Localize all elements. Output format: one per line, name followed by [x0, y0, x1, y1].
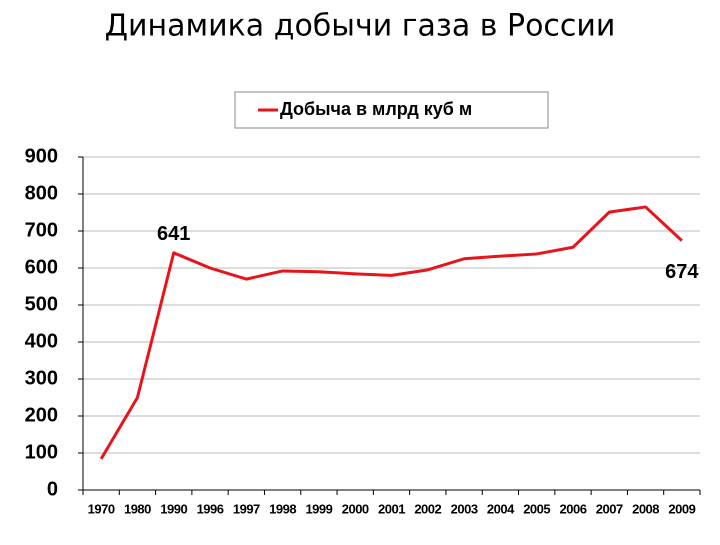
- x-tick-label: 1980: [124, 501, 151, 516]
- x-tick-label: 2006: [560, 501, 587, 516]
- y-tick-label: 200: [25, 404, 58, 426]
- data-label: 641: [157, 223, 190, 245]
- x-tick-label: 2003: [451, 501, 478, 516]
- x-tick-label: 2008: [632, 501, 659, 516]
- x-tick-label: 1997: [233, 501, 260, 516]
- y-tick-label: 0: [47, 478, 58, 500]
- x-tick-label: 1999: [305, 501, 332, 516]
- y-tick-label: 900: [25, 145, 58, 167]
- line: [99, 205, 683, 460]
- y-tick-label: 300: [25, 367, 58, 389]
- x-tick-label: 2009: [668, 501, 695, 516]
- y-tick-label: 500: [25, 293, 58, 315]
- x-tick-label: 1970: [88, 501, 115, 516]
- y-tick-label: 400: [25, 330, 58, 352]
- x-tick-label: 2001: [378, 501, 405, 516]
- y-tick-label: 100: [25, 441, 58, 463]
- x-tick-label: 2005: [523, 501, 550, 516]
- y-tick-label: 800: [25, 182, 58, 204]
- x-tick-label: 1998: [269, 501, 296, 516]
- x-tick-label: 2000: [342, 501, 369, 516]
- x-tick-label: 2004: [487, 501, 515, 516]
- x-tick-label: 2002: [414, 501, 441, 516]
- legend-box: [234, 91, 549, 129]
- x-tick-label: 1996: [197, 501, 224, 516]
- legend-label: Добыча в млрд куб м: [280, 99, 472, 119]
- chart-title: Динамика добычи газа в России: [105, 9, 616, 44]
- y-tick-label: 700: [25, 219, 58, 241]
- y-tick-label: 600: [25, 256, 58, 278]
- x-tick-label: 2007: [596, 501, 623, 516]
- data-label: 674: [665, 261, 699, 283]
- x-tick-label: 1990: [160, 501, 187, 516]
